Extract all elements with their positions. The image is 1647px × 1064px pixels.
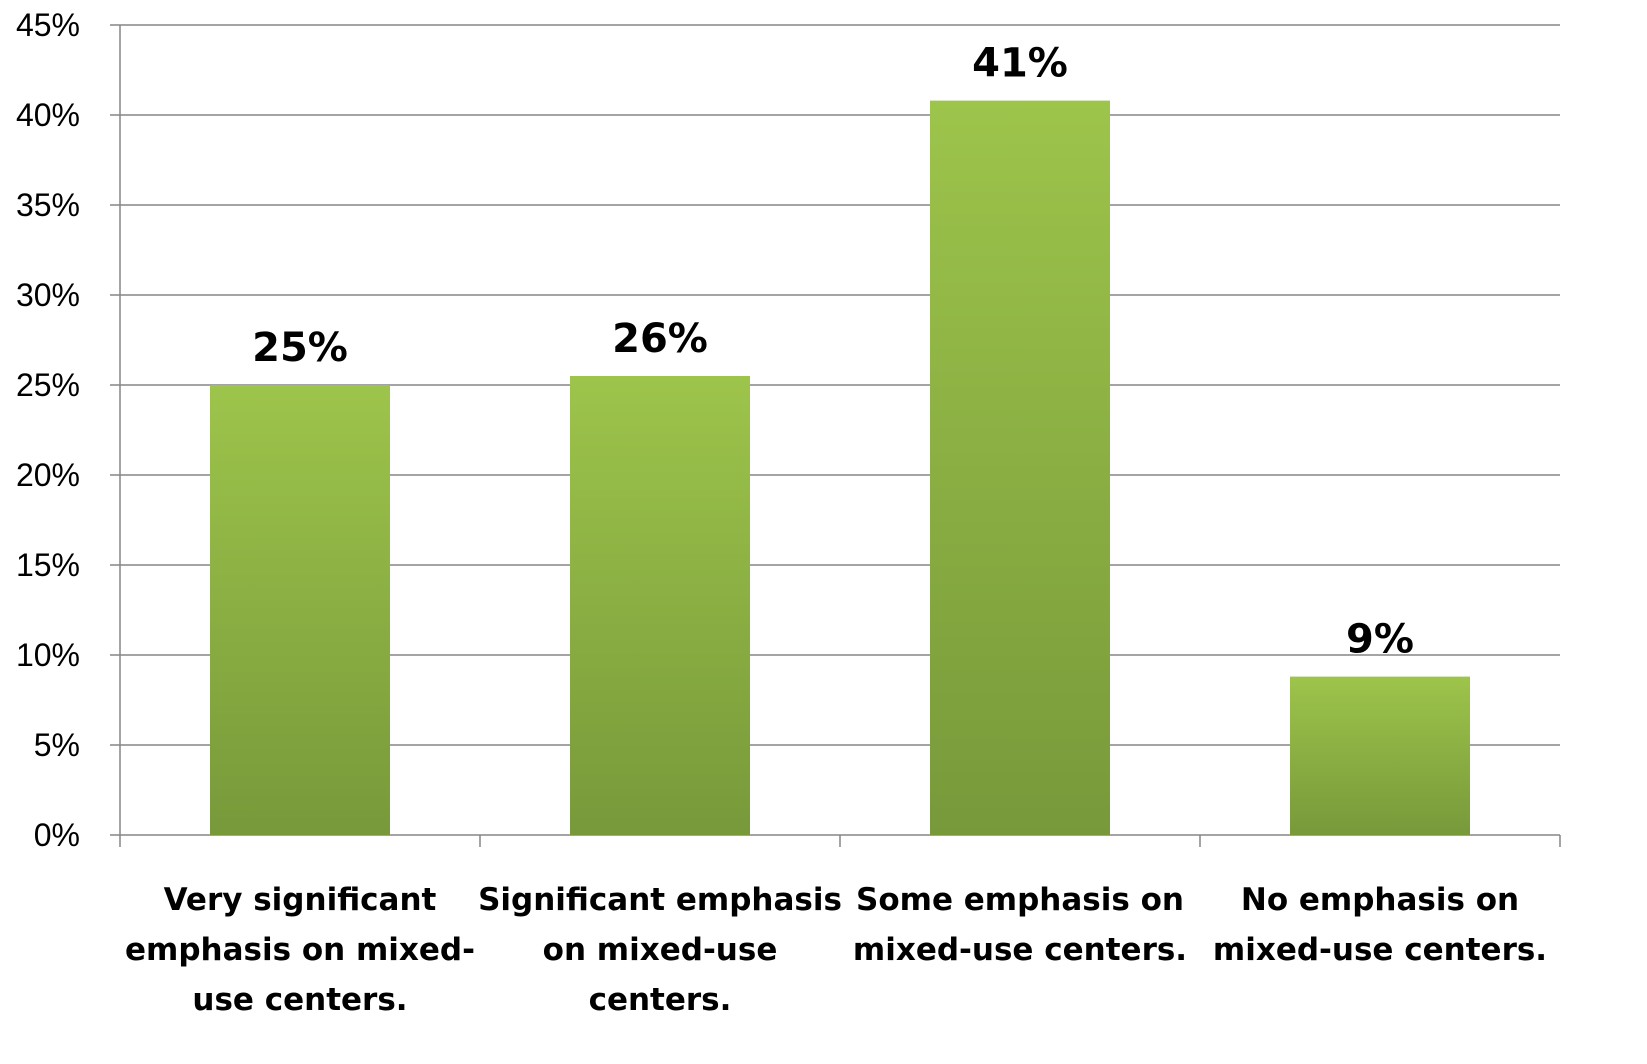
category-label: centers. <box>589 982 732 1018</box>
y-tick-label: 0% <box>34 817 80 853</box>
y-tick-label: 40% <box>16 97 80 133</box>
y-tick-label: 30% <box>16 277 80 313</box>
y-tick-label: 35% <box>16 187 80 223</box>
category-label: Significant emphasis <box>478 882 842 918</box>
category-label: No emphasis on <box>1241 882 1519 918</box>
category-label: use centers. <box>192 982 407 1018</box>
y-tick-label: 10% <box>16 637 80 673</box>
bars <box>210 100 1470 836</box>
bar <box>570 376 750 835</box>
data-label: 26% <box>612 316 708 362</box>
bar <box>210 385 390 835</box>
category-label: mixed-use centers. <box>853 932 1187 968</box>
category-label: on mixed-use <box>543 932 778 968</box>
category-label: mixed-use centers. <box>1213 932 1547 968</box>
y-tick-label: 45% <box>16 7 80 43</box>
y-tick-label: 5% <box>34 727 80 763</box>
data-label: 25% <box>252 325 348 371</box>
bar <box>930 100 1110 836</box>
data-label: 9% <box>1346 617 1414 663</box>
y-tick-label: 25% <box>16 367 80 403</box>
category-label: emphasis on mixed- <box>125 932 475 968</box>
category-label: Very significant <box>164 882 437 918</box>
y-tick-label: 15% <box>16 547 80 583</box>
bar <box>1290 676 1470 835</box>
y-tick-label: 20% <box>16 457 80 493</box>
data-label: 41% <box>972 41 1068 87</box>
category-label: Some emphasis on <box>856 882 1184 918</box>
labels: 0% 5% 10% 15% 20% 25% 30% 35% 40% 45% 25% Very sign… <box>16 7 1547 1018</box>
